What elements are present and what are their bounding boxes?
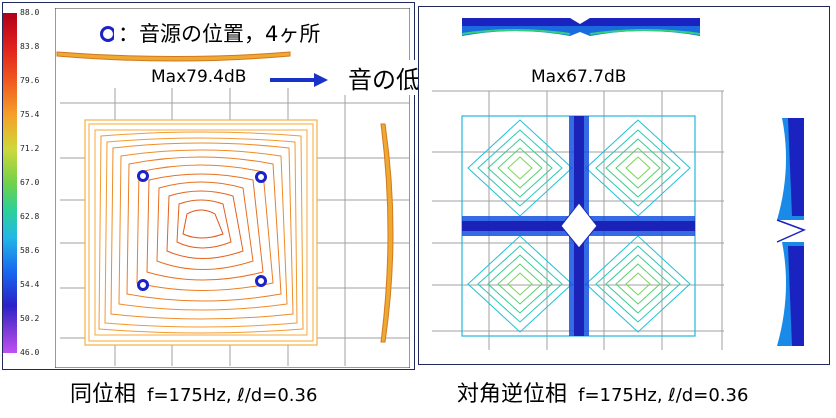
- left-caption-main: 同位相: [70, 382, 137, 407]
- right-cross-band: [462, 116, 695, 336]
- scale-tick-label: 75.4: [20, 110, 40, 119]
- right-top-profile: [461, 18, 701, 36]
- arrow-left-icon: [270, 73, 328, 87]
- source-marker: [137, 279, 149, 291]
- left-top-profile: [56, 51, 291, 62]
- scale-tick-label: 79.6: [20, 76, 40, 85]
- source-marker: [255, 275, 267, 287]
- scale-tick-label: 67.0: [20, 178, 40, 187]
- source-position-legend: ：音源の位置，4ヶ所: [114, 18, 325, 48]
- left-max-value: Max79.4dB: [148, 67, 250, 87]
- right-caption-param: f=175Hz, ℓ/d=0.36: [578, 385, 749, 406]
- right-quadrant-contours: [467, 119, 691, 333]
- scale-tick-label: 83.8: [20, 42, 40, 51]
- left-caption: 同位相 f=175Hz, ℓ/d=0.36: [70, 376, 317, 408]
- scale-tick-label: 58.6: [20, 246, 40, 255]
- source-marker: [137, 170, 149, 182]
- source-marker: [255, 171, 267, 183]
- right-side-profile: [776, 118, 806, 346]
- scale-tick-label: 88.0: [20, 8, 40, 17]
- right-caption-main: 対角逆位相: [457, 382, 568, 407]
- right-max-value: Max67.7dB: [528, 67, 630, 87]
- scale-tick-label: 62.8: [20, 212, 40, 221]
- scale-tick-label: 54.4: [20, 280, 40, 289]
- left-contours: [88, 123, 314, 342]
- right-contour-plot: [432, 88, 824, 358]
- scale-tick-label: 46.0: [20, 348, 40, 357]
- scale-tick-label: 50.2: [20, 314, 40, 323]
- left-caption-param: f=175Hz, ℓ/d=0.36: [147, 385, 318, 406]
- right-caption: 対角逆位相 f=175Hz, ℓ/d=0.36: [457, 376, 748, 408]
- color-scale-bar: [3, 13, 17, 353]
- left-source-markers: [137, 170, 267, 291]
- scale-tick-label: 71.2: [20, 144, 40, 153]
- left-right-profile: [380, 123, 394, 343]
